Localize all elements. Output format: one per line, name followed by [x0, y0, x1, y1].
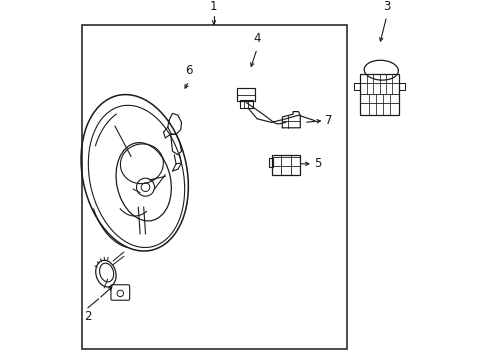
Bar [82, 25, 346, 349]
Text: 2: 2 [84, 310, 91, 323]
Bar [268, 158, 272, 167]
Bar [237, 88, 255, 101]
Bar [359, 74, 399, 115]
Text: 5: 5 [313, 157, 321, 170]
Bar [354, 83, 359, 90]
Text: 4: 4 [253, 32, 260, 45]
Text: 3: 3 [382, 0, 389, 13]
Bar [272, 155, 299, 175]
Bar [239, 100, 252, 108]
Text: 1: 1 [210, 0, 217, 13]
Text: 6: 6 [184, 64, 192, 77]
Bar [398, 83, 404, 90]
Text: 7: 7 [325, 114, 332, 127]
